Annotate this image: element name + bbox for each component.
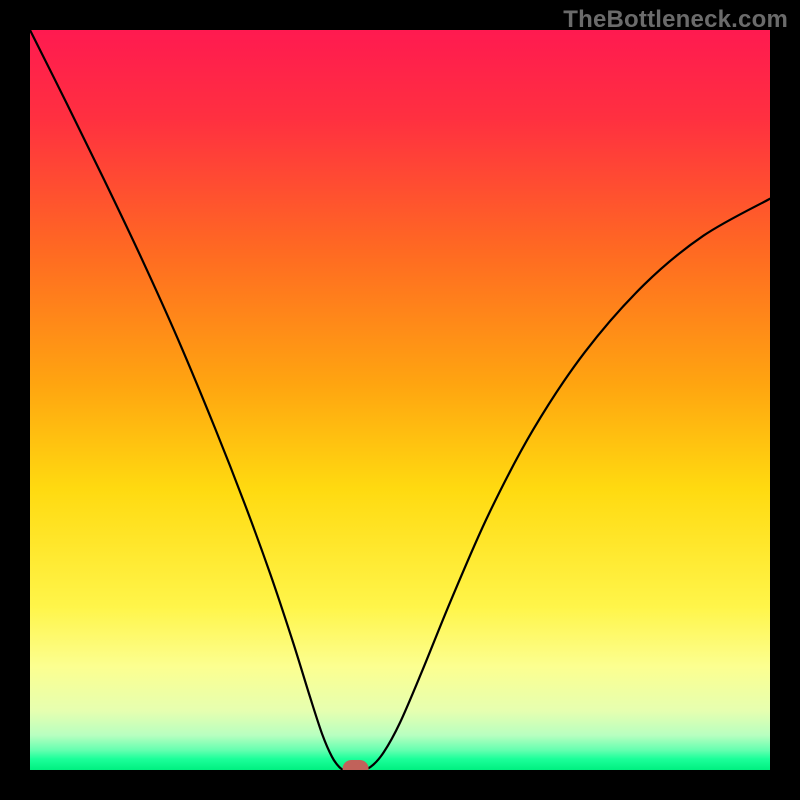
chart-container: TheBottleneck.com [0, 0, 800, 800]
watermark-label: TheBottleneck.com [563, 6, 788, 34]
plot-background [30, 30, 770, 770]
bottleneck-chart [0, 0, 800, 800]
